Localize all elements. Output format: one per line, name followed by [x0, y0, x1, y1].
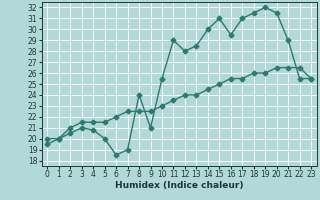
X-axis label: Humidex (Indice chaleur): Humidex (Indice chaleur): [115, 181, 244, 190]
